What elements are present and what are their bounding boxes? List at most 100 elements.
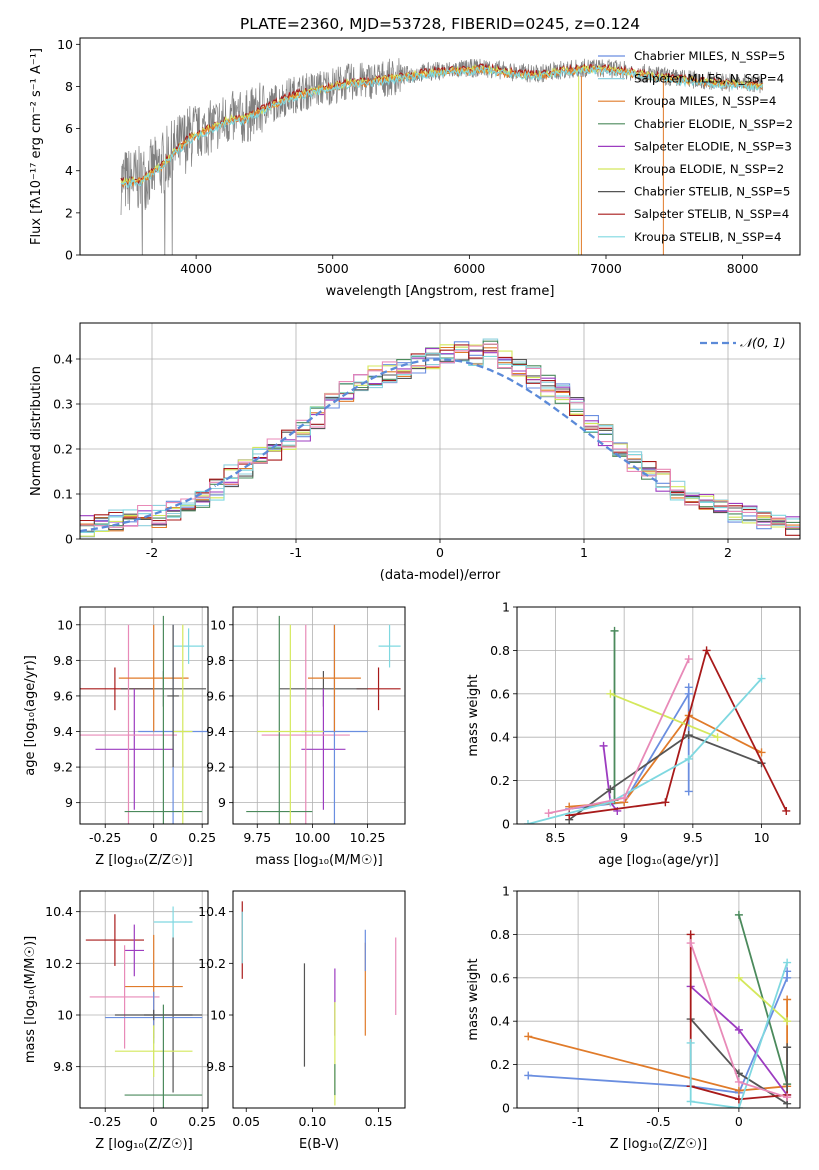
x-tick-label: 0 [436,545,444,560]
x-tick-label: 2 [724,545,732,560]
x-tick-label: 5000 [317,261,349,276]
mass-weight-point [620,793,629,802]
y-tick-label: 0.3 [53,397,73,412]
legend-label-chabrier_miles: Chabrier MILES, N_SSP=5 [634,49,785,63]
histogram-lines [80,338,800,538]
mass-weight-point [757,748,766,757]
mass-weight-point [734,1077,743,1086]
y-tick-label: 9.8 [53,653,73,668]
y-tick-label: 9.8 [206,653,226,668]
mass-weight-point [661,798,670,807]
x-tick-label: -1 [572,1114,584,1129]
mass-vs-metallicity-panel: -0.25 0 0.25 9.8 10 10.2 10.4 Z [log₁₀(Z/Z☉)] ma… [23,890,216,1152]
y-tick-label: 9.2 [206,760,226,775]
mass-weight-line-kroupa_stelib [689,962,788,1108]
mass-weight-point [610,626,619,635]
mass-weight-point [524,1032,533,1041]
x-tick-label: 9.5 [683,830,703,845]
legend-label-chabrier_elodie: Chabrier ELODIE, N_SSP=2 [634,117,793,131]
legend-label-kroupa_elodie: Kroupa ELODIE, N_SSP=2 [634,162,784,176]
x-axis-label: mass [log₁₀(M/M☉)] [255,853,382,868]
mass-weight-line-chabrier_stelib [690,1018,788,1106]
model-spectrum-kroupa_stelib [120,66,764,188]
mass-weight-point [783,1043,792,1052]
legend-label-chabrier_stelib: Chabrier STELIB, N_SSP=5 [634,185,790,199]
y-tick-label: 9.8 [206,1059,226,1074]
mass-weight-line-salpeter_stelib [569,647,788,817]
x-tick-label: 0 [735,1114,743,1129]
x-axis-label: E(B-V) [299,1137,339,1152]
y-tick-label: 9.4 [53,724,73,739]
y-tick-label: 1 [502,600,510,615]
y-tick-label: 0 [502,1101,510,1116]
series-group [523,626,791,824]
mass-weight-point [606,689,615,698]
y-tick-label: 10.2 [45,956,73,971]
y-tick-label: 0.6 [490,686,510,701]
mass-weight-point [783,995,792,1004]
y-tick-label: 9.4 [206,724,226,739]
x-tick-label: 0 [150,1114,158,1129]
x-tick-label: 1 [580,545,588,560]
mass-weight-point [606,798,615,807]
histogram-step-pink [80,343,800,529]
mass-weight-point [734,1104,743,1108]
axes-frame [232,890,406,1109]
y-axis-label: mass [log₁₀(M/M☉)] [23,936,38,1063]
errorbar-group [80,615,208,824]
y-tick-label: 10 [210,617,226,632]
x-tick-label: 10.25 [350,830,386,845]
x-tick-label: 9.75 [243,830,271,845]
y-tick-label: 2 [65,205,73,220]
mass-weight-point [783,1017,792,1026]
axes-frame [79,890,209,1109]
y-tick-label: 10.2 [198,956,226,971]
normal-distribution-curve [216,358,661,486]
mass-weight-line-kroupa_stelib [527,677,763,824]
y-tick-label: 0.4 [53,352,73,367]
mass-weight-point [702,646,711,655]
legend-label-kroupa_stelib: Kroupa STELIB, N_SSP=4 [634,230,781,244]
mass-weight-point [783,1093,792,1102]
y-tick-label: 10 [57,1008,73,1023]
x-axis-label: (data-model)/error [380,568,501,583]
x-tick-label: 0.05 [232,1114,260,1129]
mass-weight-point [734,1025,743,1034]
y-tick-label: 10 [210,1008,226,1023]
mass-weight-point [684,731,693,740]
x-tick-label: 6000 [453,261,485,276]
x-tick-label: -1 [290,545,302,560]
x-tick-label: 0.10 [298,1114,326,1129]
y-tick-label: 0.2 [490,1057,510,1072]
y-tick-label: 0 [502,817,510,832]
mass-weight-point [734,973,743,982]
residual-histogram-panel: -2 -1 0 1 2 0 0.1 0.2 0.3 0.4 (data-model)/error No… [29,322,801,583]
mass-weight-point [782,806,791,815]
errorbar-group [241,901,397,1106]
normal-distribution-tail [80,484,216,533]
x-tick-label: -0.25 [89,1114,121,1129]
x-tick-label: 9 [620,830,628,845]
axes-frame [79,322,801,540]
spectrum-lines [120,58,764,255]
y-tick-label: 9.2 [53,760,73,775]
y-tick-label: 10.4 [198,904,226,919]
x-tick-label: 10 [754,830,770,845]
y-tick-label: 6 [65,121,73,136]
y-tick-label: 0.6 [490,970,510,985]
y-axis-label: Normed distribution [29,366,44,496]
x-axis-label: Z [log₁₀(Z/Z☉)] [95,1137,192,1152]
age-vs-mass-panel: 9.75 10.00 10.25 9 9.2 9.4 9.6 9.8 10 mass [log₁₀… [206,606,406,868]
x-tick-label: 0.25 [188,830,216,845]
y-tick-label: 9.6 [53,688,73,703]
mass-weight-point [524,1071,533,1080]
y-tick-label: 8 [65,79,73,94]
x-tick-label: 4000 [180,261,212,276]
y-tick-label: 1 [502,884,510,899]
y-axis-label: mass weight [466,958,481,1040]
histogram-step-salpeter_stelib [80,344,800,536]
y-tick-label: 9 [218,795,226,810]
axes-frame [516,890,801,1109]
spectrum-panel: 4000 5000 6000 7000 8000 0 2 4 6 8 10 wavelength [A… [29,37,801,299]
mass-weight-point [684,655,693,664]
